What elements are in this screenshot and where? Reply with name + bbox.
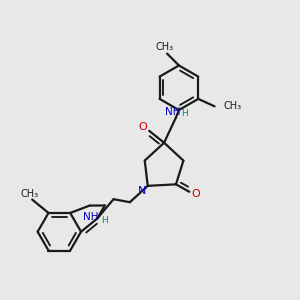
- Text: H: H: [182, 109, 188, 118]
- Text: NH: NH: [83, 212, 99, 222]
- Text: NH: NH: [165, 107, 181, 117]
- Text: CH₃: CH₃: [20, 189, 38, 199]
- Text: O: O: [191, 189, 200, 199]
- Text: CH₃: CH₃: [224, 101, 242, 111]
- Text: O: O: [138, 122, 147, 132]
- Text: N: N: [138, 186, 147, 196]
- Text: CH₃: CH₃: [155, 42, 173, 52]
- Text: H: H: [101, 216, 108, 225]
